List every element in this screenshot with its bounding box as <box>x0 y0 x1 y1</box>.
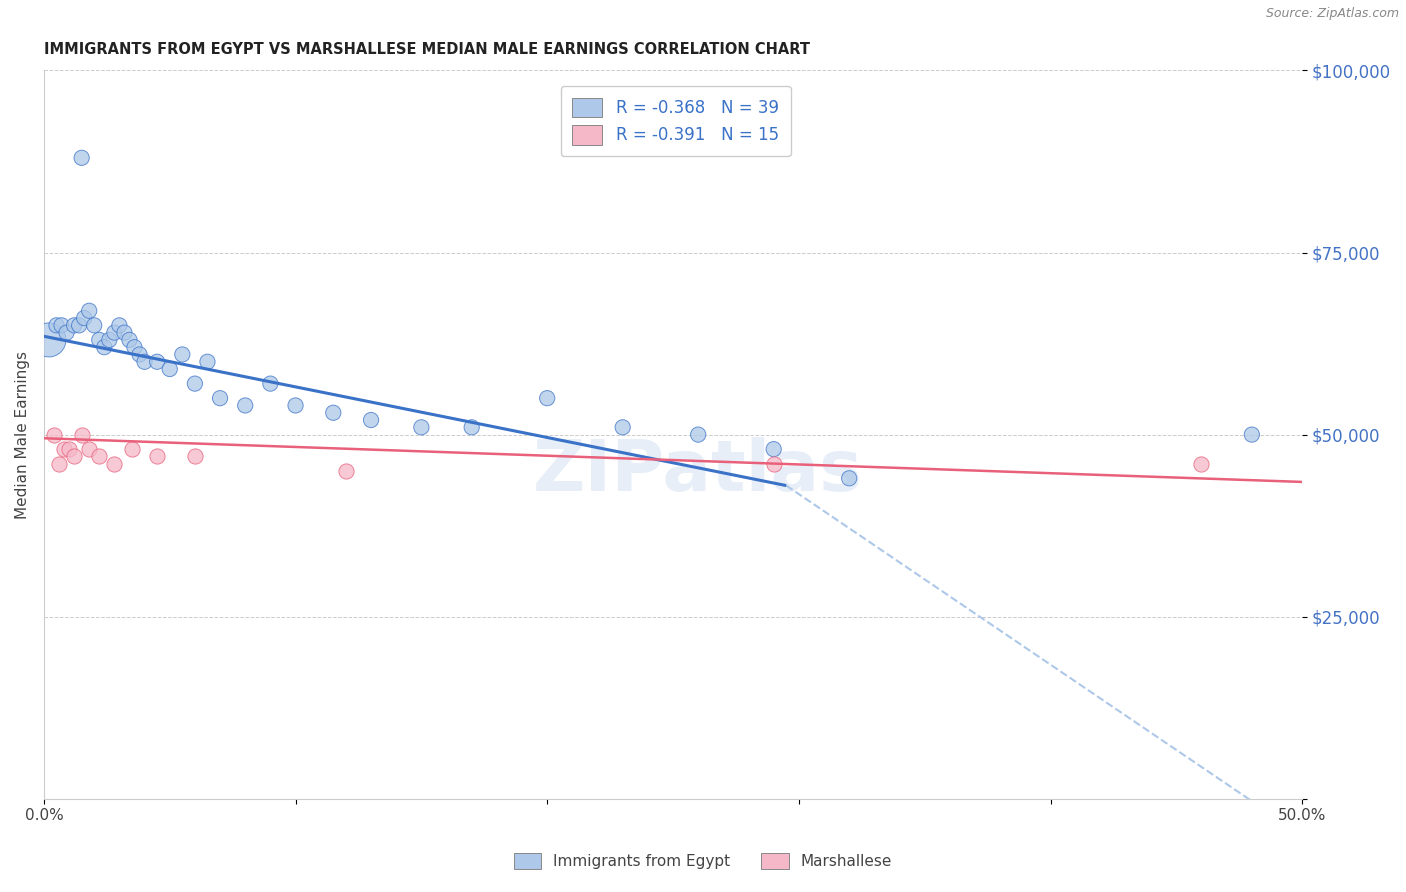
Point <box>38 333 60 347</box>
Point <box>322 406 344 420</box>
Point <box>63 450 86 464</box>
Point <box>172 347 194 361</box>
Point <box>128 347 150 361</box>
Point <box>108 318 131 333</box>
Point <box>411 420 433 434</box>
Point <box>118 333 141 347</box>
Point <box>146 355 169 369</box>
Point <box>536 391 558 405</box>
Point <box>89 333 111 347</box>
Point <box>63 318 86 333</box>
Point <box>159 362 181 376</box>
Point <box>121 442 143 457</box>
Text: ZIPatlas: ZIPatlas <box>533 436 863 506</box>
Point <box>45 318 67 333</box>
Point <box>112 326 135 340</box>
Point <box>460 420 482 434</box>
Point <box>83 318 105 333</box>
Point <box>612 420 634 434</box>
Point <box>233 399 256 413</box>
Point <box>58 442 80 457</box>
Point <box>1191 457 1213 471</box>
Point <box>98 333 121 347</box>
Point <box>284 399 307 413</box>
Point <box>103 457 125 471</box>
Point <box>197 355 219 369</box>
Point <box>70 151 93 165</box>
Point <box>335 464 357 478</box>
Point <box>259 376 281 391</box>
Point <box>762 442 785 457</box>
Point <box>53 442 76 457</box>
Point <box>42 427 65 442</box>
Y-axis label: Median Male Earnings: Median Male Earnings <box>15 351 30 518</box>
Point <box>77 303 100 318</box>
Point <box>360 413 382 427</box>
Point <box>762 457 785 471</box>
Point <box>55 326 77 340</box>
Point <box>124 340 146 354</box>
Point <box>67 318 90 333</box>
Point <box>48 457 70 471</box>
Point <box>103 326 125 340</box>
Point <box>51 318 73 333</box>
Point <box>184 376 207 391</box>
Point <box>146 450 169 464</box>
Point <box>209 391 232 405</box>
Point <box>93 340 115 354</box>
Point <box>838 471 860 485</box>
Point <box>89 450 111 464</box>
Point <box>1240 427 1263 442</box>
Point <box>70 427 93 442</box>
Text: IMMIGRANTS FROM EGYPT VS MARSHALLESE MEDIAN MALE EARNINGS CORRELATION CHART: IMMIGRANTS FROM EGYPT VS MARSHALLESE MED… <box>44 42 810 57</box>
Text: Source: ZipAtlas.com: Source: ZipAtlas.com <box>1265 7 1399 21</box>
Point <box>184 450 207 464</box>
Legend: R = -0.368   N = 39, R = -0.391   N = 15: R = -0.368 N = 39, R = -0.391 N = 15 <box>561 86 790 156</box>
Point <box>134 355 156 369</box>
Legend: Immigrants from Egypt, Marshallese: Immigrants from Egypt, Marshallese <box>508 847 898 875</box>
Point <box>688 427 710 442</box>
Point <box>73 311 96 326</box>
Point <box>77 442 100 457</box>
